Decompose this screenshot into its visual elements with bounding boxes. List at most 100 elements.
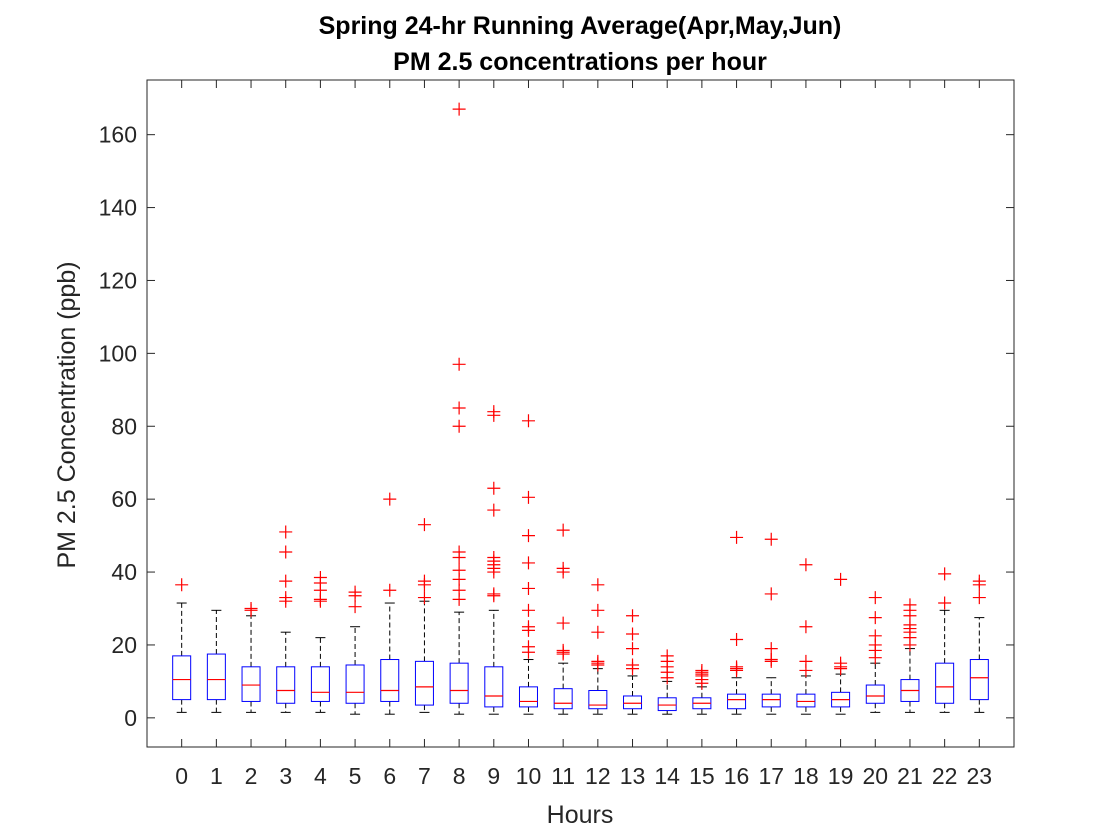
outlier-marker bbox=[279, 545, 293, 559]
outlier-marker bbox=[938, 567, 952, 581]
box-iqr bbox=[484, 666, 504, 708]
outlier-marker bbox=[972, 591, 986, 605]
chart-title: Spring 24-hr Running Average(Apr,May,Jun… bbox=[319, 12, 842, 40]
outlier-marker bbox=[487, 503, 501, 517]
box-iqr bbox=[380, 659, 400, 702]
outlier-marker bbox=[348, 600, 362, 614]
box-iqr bbox=[518, 686, 538, 708]
box-iqr bbox=[657, 697, 677, 712]
box-iqr bbox=[206, 653, 226, 701]
outlier-marker bbox=[487, 550, 501, 564]
y-tick-label: 60 bbox=[111, 486, 137, 512]
y-tick-label: 100 bbox=[99, 340, 137, 366]
outlier-marker bbox=[521, 620, 535, 634]
axes-frame bbox=[146, 79, 1015, 748]
x-tick-label: 1 bbox=[210, 763, 223, 789]
x-tick-label: 3 bbox=[279, 763, 292, 789]
outlier-marker bbox=[279, 591, 293, 605]
x-tick-label: 5 bbox=[349, 763, 362, 789]
x-tick-label: 16 bbox=[724, 763, 750, 789]
box-iqr bbox=[623, 695, 643, 710]
x-tick-label: 12 bbox=[585, 763, 611, 789]
x-tick-label: 15 bbox=[689, 763, 715, 789]
x-tick-label: 9 bbox=[487, 763, 500, 789]
box-iqr bbox=[345, 664, 365, 704]
outlier-marker bbox=[556, 523, 570, 537]
outlier-marker bbox=[313, 571, 327, 585]
box-iqr bbox=[310, 666, 330, 702]
outlier-marker bbox=[626, 609, 640, 623]
outlier-marker bbox=[521, 556, 535, 570]
x-tick-label: 14 bbox=[654, 763, 680, 789]
outlier-marker bbox=[556, 616, 570, 630]
box-iqr bbox=[414, 660, 434, 706]
y-tick-label: 20 bbox=[111, 632, 137, 658]
outlier-marker bbox=[799, 654, 813, 668]
box-iqr bbox=[172, 655, 192, 701]
outlier-marker bbox=[730, 660, 744, 674]
x-tick-label: 23 bbox=[967, 763, 993, 789]
outlier-marker bbox=[452, 545, 466, 559]
outlier-marker bbox=[764, 642, 778, 656]
outlier-marker bbox=[834, 572, 848, 586]
outlier-marker bbox=[521, 490, 535, 504]
x-tick-label: 2 bbox=[245, 763, 258, 789]
outlier-marker bbox=[834, 656, 848, 670]
outlier-marker bbox=[417, 574, 431, 588]
outlier-marker bbox=[730, 530, 744, 544]
outlier-marker bbox=[244, 601, 258, 615]
outlier-marker bbox=[591, 578, 605, 592]
outlier-marker bbox=[487, 405, 501, 419]
outlier-marker bbox=[903, 598, 917, 612]
outlier-marker bbox=[417, 591, 431, 605]
outlier-marker bbox=[452, 563, 466, 577]
box-iqr bbox=[449, 662, 469, 704]
x-tick-label: 10 bbox=[516, 763, 542, 789]
y-tick-label: 140 bbox=[99, 195, 137, 221]
x-tick-label: 19 bbox=[828, 763, 854, 789]
outlier-marker bbox=[626, 627, 640, 641]
box-iqr bbox=[553, 688, 573, 710]
outlier-marker bbox=[521, 603, 535, 617]
outlier-marker bbox=[764, 532, 778, 546]
y-tick-label: 80 bbox=[111, 413, 137, 439]
outlier-marker bbox=[556, 643, 570, 657]
box-iqr bbox=[969, 659, 989, 701]
outlier-marker bbox=[452, 102, 466, 116]
outlier-marker bbox=[591, 625, 605, 639]
y-tick-label: 40 bbox=[111, 559, 137, 585]
x-axis-label: Hours bbox=[547, 801, 614, 829]
outlier-marker bbox=[591, 603, 605, 617]
outlier-marker bbox=[695, 663, 709, 677]
outlier-marker bbox=[730, 632, 744, 646]
outlier-marker bbox=[175, 578, 189, 592]
outlier-marker bbox=[452, 419, 466, 433]
x-tick-label: 13 bbox=[620, 763, 646, 789]
outlier-marker bbox=[764, 587, 778, 601]
x-tick-label: 4 bbox=[314, 763, 327, 789]
box-iqr bbox=[761, 693, 781, 708]
x-tick-label: 18 bbox=[793, 763, 819, 789]
box-iqr bbox=[865, 684, 885, 704]
outlier-marker bbox=[938, 596, 952, 610]
box-iqr bbox=[727, 693, 747, 710]
outlier-marker bbox=[452, 401, 466, 415]
box-iqr bbox=[588, 690, 608, 710]
outlier-marker bbox=[383, 492, 397, 506]
outlier-marker bbox=[799, 620, 813, 634]
box-iqr bbox=[276, 666, 296, 704]
x-tick-label: 6 bbox=[383, 763, 396, 789]
outlier-marker bbox=[972, 574, 986, 588]
outlier-marker bbox=[452, 357, 466, 371]
box-iqr bbox=[241, 666, 261, 702]
outlier-marker bbox=[521, 529, 535, 543]
outlier-marker bbox=[452, 583, 466, 597]
outlier-marker bbox=[868, 591, 882, 605]
x-tick-label: 22 bbox=[932, 763, 958, 789]
x-tick-label: 11 bbox=[551, 763, 575, 789]
outlier-marker bbox=[626, 658, 640, 672]
outlier-marker bbox=[348, 585, 362, 599]
outlier-marker bbox=[868, 629, 882, 643]
